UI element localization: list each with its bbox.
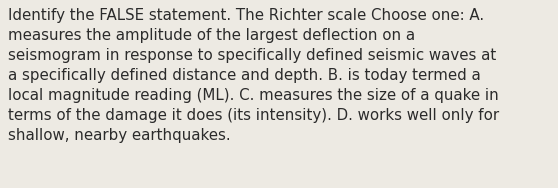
Text: Identify the FALSE statement. The Richter scale Choose one: A.
measures the ampl: Identify the FALSE statement. The Richte… [8,8,499,143]
